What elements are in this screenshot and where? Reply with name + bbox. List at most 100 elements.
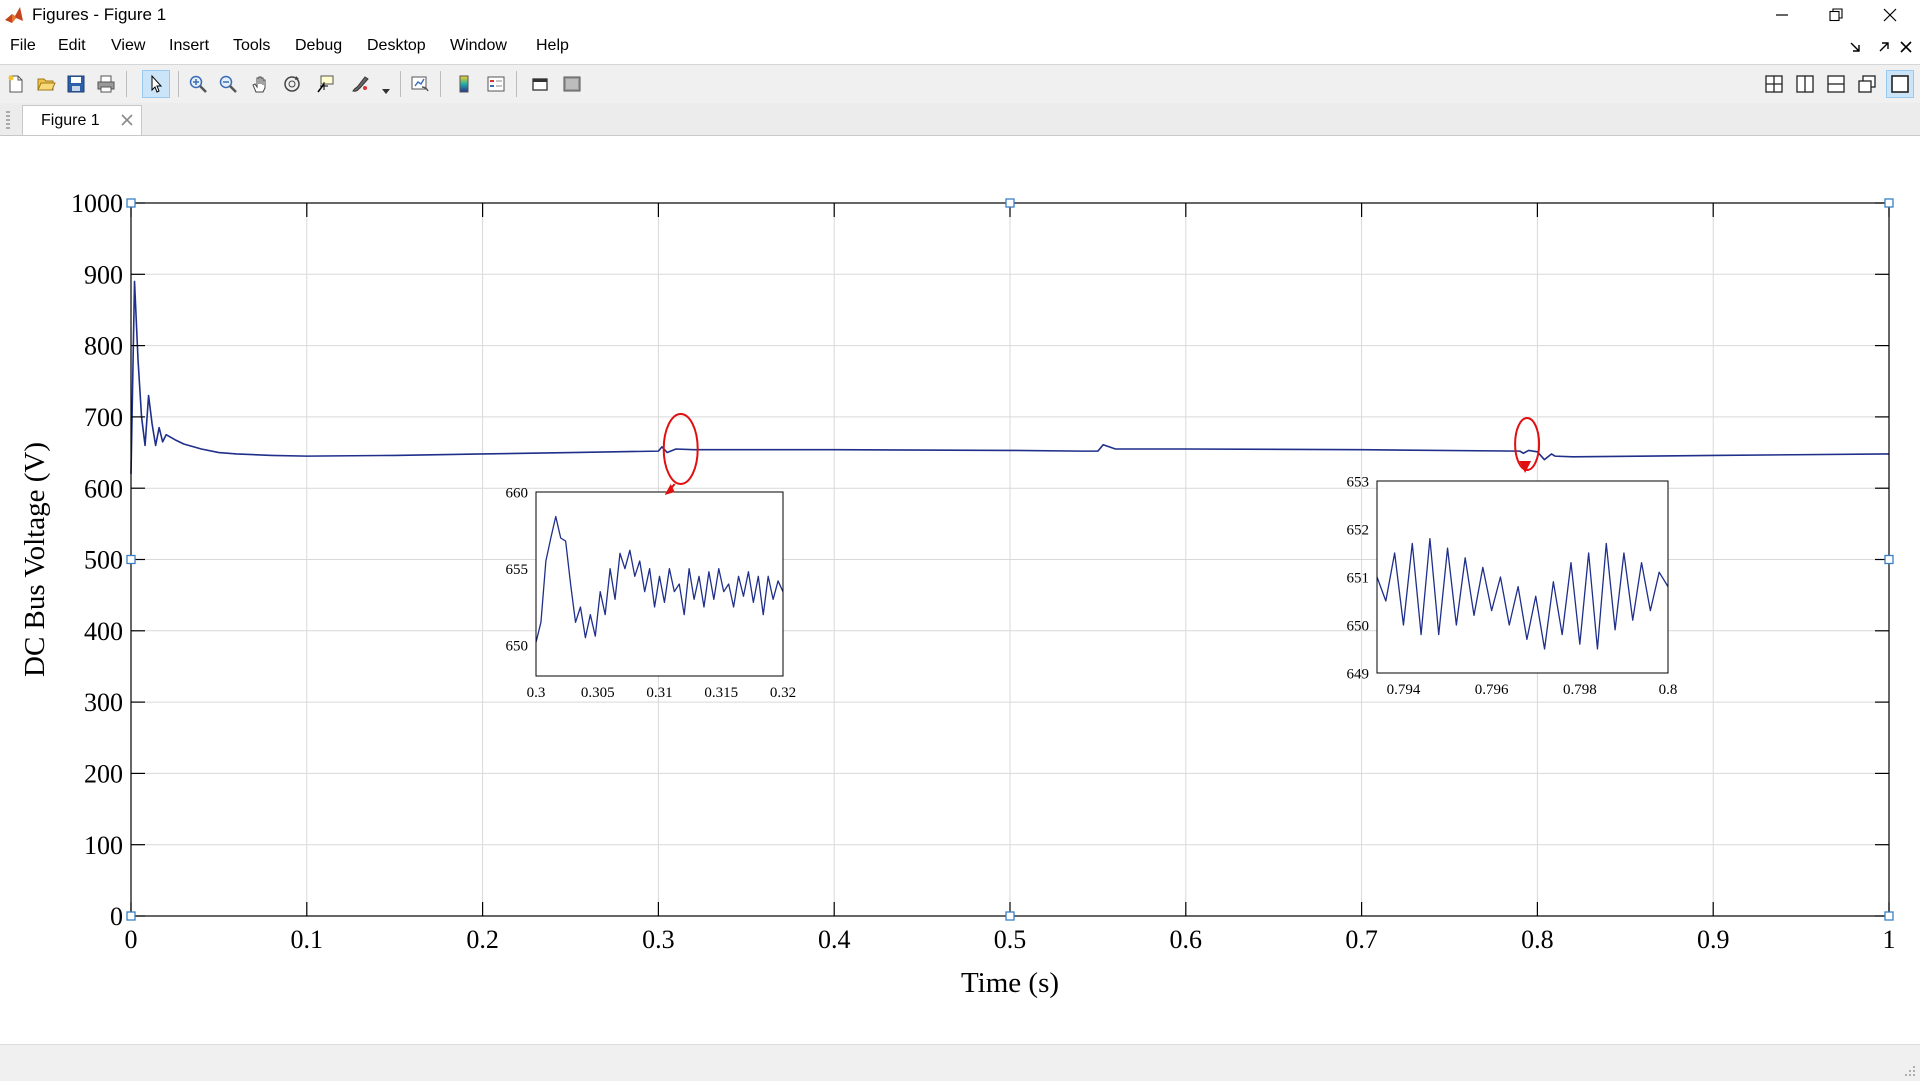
colorbar-icon[interactable] (450, 70, 478, 98)
x-tick-label: 0.1 (291, 925, 324, 954)
selection-handle[interactable] (1884, 198, 1894, 208)
zoom-ellipse-1 (662, 412, 699, 485)
menu-window[interactable]: Window (450, 37, 507, 54)
maximize-icon[interactable] (1886, 70, 1914, 98)
tab-label: Figure 1 (41, 112, 100, 129)
y-tick-label: 900 (84, 260, 123, 289)
float-icon[interactable] (1853, 70, 1881, 98)
resize-grip-icon[interactable] (1902, 1063, 1916, 1077)
dock-arrow-icon[interactable] (1848, 39, 1864, 55)
x-tick-label: 0.6 (1170, 925, 1203, 954)
y-axis-label: DC Bus Voltage (V) (19, 442, 51, 677)
y-tick-label: 655 (506, 562, 529, 578)
selection-handle[interactable] (1884, 554, 1894, 565)
x-tick-label: 0.796 (1475, 682, 1509, 698)
y-tick-label: 400 (84, 617, 123, 646)
x-tick-label: 0.9 (1697, 925, 1730, 954)
x-tick-label: 0.8 (1659, 682, 1678, 698)
x-tick-label: 0.3 (642, 925, 675, 954)
open-icon[interactable] (32, 70, 60, 98)
tab-figure-1[interactable]: Figure 1 (22, 105, 142, 135)
matlab-icon (5, 7, 23, 23)
menu-help[interactable]: Help (536, 37, 569, 54)
hide-plot-tools-icon[interactable] (526, 70, 554, 98)
menu-desktop[interactable]: Desktop (367, 37, 426, 54)
top-bottom-split-icon[interactable] (1822, 70, 1850, 98)
x-tick-label: 0.3 (527, 685, 546, 701)
y-tick-label: 650 (506, 639, 529, 655)
menu-file[interactable]: File (10, 37, 36, 54)
toolbar-separator (178, 71, 179, 97)
x-tick-label: 0.315 (704, 685, 738, 701)
main-series-line (130, 280, 1890, 474)
x-tick-label: 0.794 (1387, 682, 1421, 698)
zoom-out-icon[interactable] (214, 70, 242, 98)
zoom-ellipse-2 (1514, 416, 1541, 471)
x-tick-label: 0.2 (466, 925, 499, 954)
inset-2-series-line (1376, 537, 1669, 650)
y-tick-label: 1000 (71, 189, 123, 218)
toolbar-separator (400, 71, 401, 97)
toolbar-separator (126, 71, 127, 97)
status-bar (0, 1044, 1920, 1081)
brush-icon[interactable] (346, 70, 374, 98)
menu-tools[interactable]: Tools (233, 37, 271, 54)
x-tick-label: 0 (125, 925, 138, 954)
show-plot-tools-icon[interactable] (558, 70, 586, 98)
y-tick-label: 800 (84, 332, 123, 361)
undock-arrow-icon[interactable] (1876, 39, 1892, 55)
minimize-icon[interactable] (1754, 0, 1810, 30)
tile-grid-icon[interactable] (1760, 70, 1788, 98)
y-tick-label: 652 (1347, 522, 1370, 538)
drag-grip[interactable] (6, 111, 10, 129)
menu-insert[interactable]: Insert (169, 37, 210, 54)
selection-handle[interactable] (1005, 911, 1015, 921)
tab-close-icon[interactable] (119, 112, 135, 128)
zoom-arrowhead-2 (1519, 460, 1532, 473)
restore-icon[interactable] (1808, 0, 1864, 30)
y-tick-label: 660 (506, 485, 529, 501)
menu-bar: File Edit View Insert Tools Debug Deskto… (0, 30, 1920, 62)
selection-handle[interactable] (126, 911, 136, 921)
x-tick-label: 0.4 (818, 925, 851, 954)
rotate-3d-icon[interactable] (278, 70, 306, 98)
y-tick-label: 300 (84, 688, 123, 717)
selection-handle[interactable] (126, 554, 136, 565)
inset-1-plot-area (536, 492, 783, 676)
edit-plot-icon[interactable] (142, 70, 170, 98)
brush-dropdown-icon[interactable] (382, 82, 390, 100)
menu-edit[interactable]: Edit (58, 37, 86, 54)
y-tick-label: 653 (1347, 474, 1370, 490)
x-tick-label: 0.798 (1563, 682, 1597, 698)
selection-handle[interactable] (126, 198, 136, 208)
y-tick-label: 650 (1347, 618, 1370, 634)
menu-view[interactable]: View (111, 37, 146, 54)
y-tick-label: 200 (84, 760, 123, 789)
print-icon[interactable] (92, 70, 120, 98)
left-right-split-icon[interactable] (1791, 70, 1819, 98)
zoom-in-icon[interactable] (184, 70, 212, 98)
inset-2-axes-group: 0.794 0.796 0.798 0.8 649 650 651 652 653 (1347, 474, 1678, 698)
toolbar-separator (516, 71, 517, 97)
title-bar: Figures - Figure 1 (0, 0, 1920, 30)
figure-canvas[interactable]: 0 0.1 0.2 0.3 0.4 0.5 0.6 0.7 0.8 0.9 1 0 100 200 300 4… (0, 136, 1920, 1044)
save-icon[interactable] (62, 70, 90, 98)
toolbar-separator (440, 71, 441, 97)
selection-handle[interactable] (1884, 911, 1894, 921)
x-tick-label: 0.7 (1345, 925, 1378, 954)
link-plot-icon[interactable] (406, 70, 434, 98)
y-tick-label: 649 (1347, 666, 1370, 682)
x-tick-label: 0.32 (770, 685, 796, 701)
pan-icon[interactable] (246, 70, 274, 98)
selection-handle[interactable] (1005, 198, 1015, 208)
menu-debug[interactable]: Debug (295, 37, 343, 54)
x-tick-label: 1 (1883, 925, 1896, 954)
data-cursor-icon[interactable] (312, 70, 340, 98)
plot-svg[interactable]: 0 0.1 0.2 0.3 0.4 0.5 0.6 0.7 0.8 0.9 1 0 100 200 300 4… (0, 136, 1920, 1044)
legend-icon[interactable] (482, 70, 510, 98)
close-figure-icon[interactable] (1898, 39, 1914, 55)
close-icon[interactable] (1862, 0, 1918, 30)
zoom-arrowhead-1 (664, 483, 675, 495)
document-tab-strip: Figure 1 (0, 103, 1920, 136)
new-figure-icon[interactable] (2, 70, 30, 98)
